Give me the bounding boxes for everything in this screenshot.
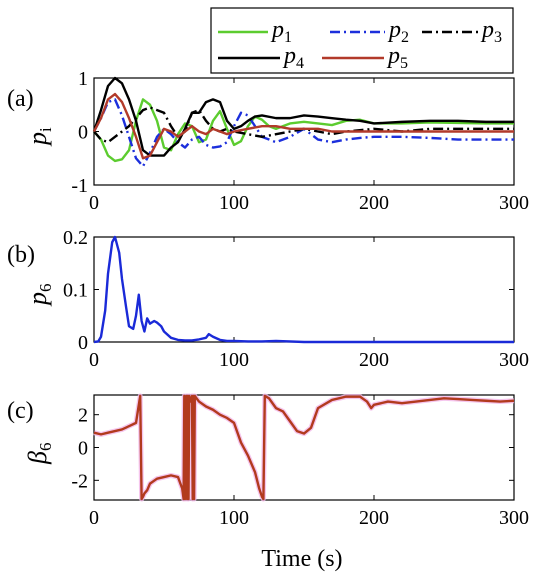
x-tick-label: 300 xyxy=(499,192,529,214)
y-tick-label: -1 xyxy=(71,175,88,197)
panel-b-ticks: 0 100 200 300 0.2 0.1 0 xyxy=(63,227,529,371)
panel-c-tag: (c) xyxy=(7,398,34,424)
series-line-glow xyxy=(93,393,515,502)
series-line-b-1 xyxy=(93,235,514,344)
panel-a-ylabel: pi xyxy=(23,127,55,147)
panel-a-series xyxy=(92,76,514,168)
x-tick-label: 100 xyxy=(219,349,249,371)
series-line-a-2 xyxy=(92,98,514,168)
y-tick-label: -2 xyxy=(71,470,88,492)
y-tick-label: 0 xyxy=(78,122,88,144)
panel-b-axes-box xyxy=(93,236,515,343)
legend-label-p3: p3 xyxy=(480,17,502,46)
x-tick-label: 100 xyxy=(219,192,249,214)
panel-b: (b) p6 0 100 200 300 0.2 0.1 0 xyxy=(7,227,529,371)
x-tick-label: 0 xyxy=(89,507,99,529)
x-tick-label: 100 xyxy=(219,507,249,529)
y-tick-label: 2 xyxy=(78,405,88,427)
series-line-a-4 xyxy=(92,76,514,157)
legend-box xyxy=(210,7,514,74)
y-tick-label: 0.1 xyxy=(63,280,88,302)
panel-b-series xyxy=(93,235,514,344)
series-line-a-5 xyxy=(92,92,514,160)
x-axis-label: Time (s) xyxy=(261,546,342,572)
legend-label-p4: p4 xyxy=(282,43,304,72)
x-tick-label: 200 xyxy=(359,349,389,371)
y-tick-label: 0 xyxy=(78,438,88,460)
panel-b-tag: (b) xyxy=(7,242,35,268)
panel-c-series xyxy=(93,393,515,502)
panel-a-tag: (a) xyxy=(7,86,34,112)
x-tick-label: 0 xyxy=(89,192,99,214)
y-tick-label: 0.2 xyxy=(63,227,88,249)
panel-b-ylabel: p6 xyxy=(23,284,55,308)
legend-label-p1: p1 xyxy=(270,17,292,46)
panel-c-axes-box xyxy=(93,394,515,501)
x-tick-label: 0 xyxy=(89,349,99,371)
legend-label-p5: p5 xyxy=(386,43,408,72)
y-tick-label: 0 xyxy=(78,332,88,354)
x-tick-label: 200 xyxy=(359,192,389,214)
series-line-c-1 xyxy=(93,394,515,501)
x-tick-label: 300 xyxy=(499,349,529,371)
panel-c-ylabel: β6 xyxy=(23,443,55,465)
x-tick-label: 200 xyxy=(359,507,389,529)
legend: p1 p2 p3 p4 p5 xyxy=(210,7,514,74)
legend-label-p2: p2 xyxy=(387,17,409,46)
x-tick-label: 300 xyxy=(499,507,529,529)
y-tick-label: 1 xyxy=(78,68,88,90)
